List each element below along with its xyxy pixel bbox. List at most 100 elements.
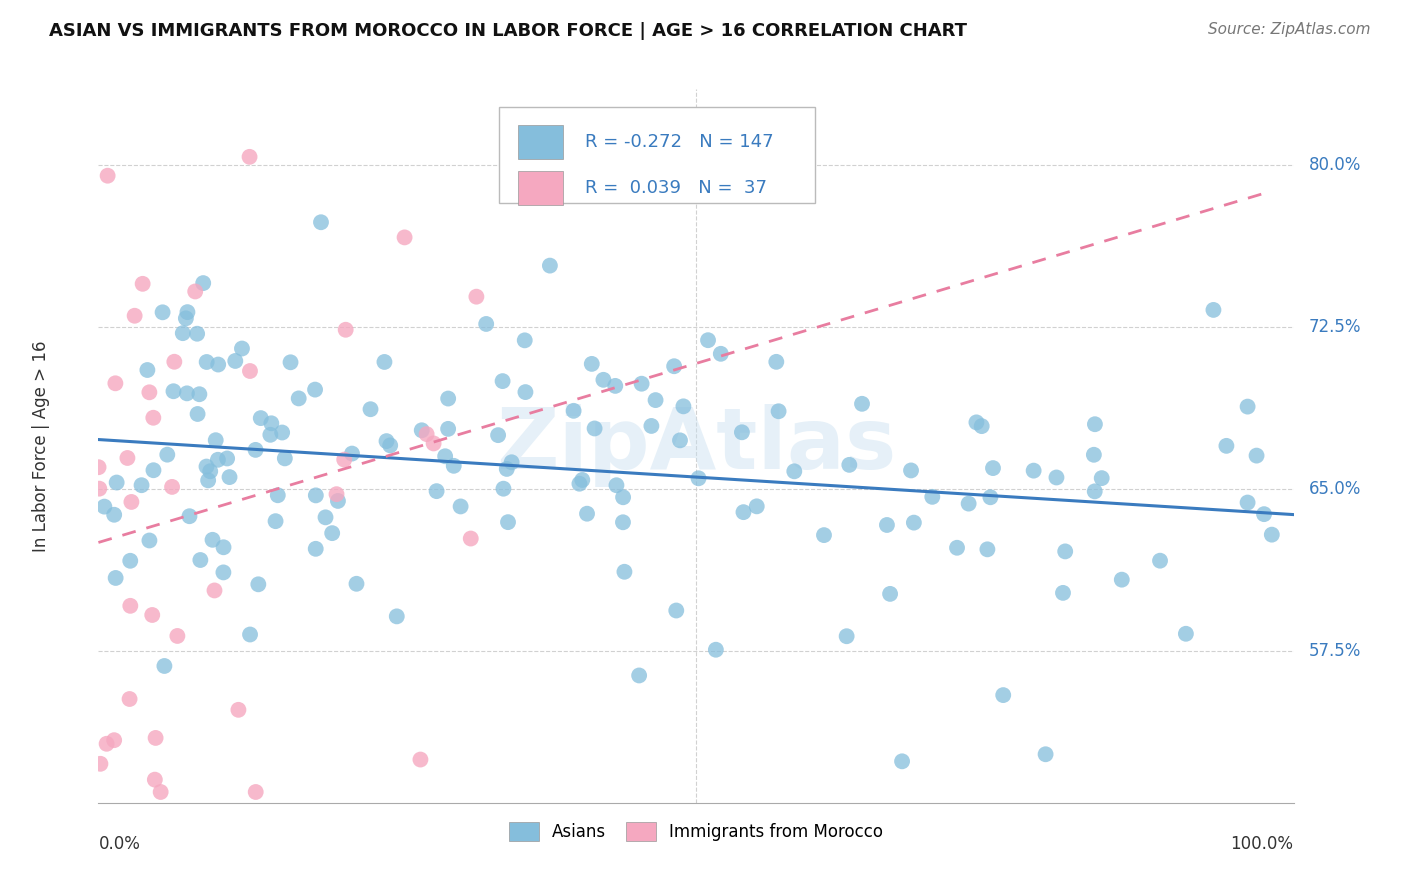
FancyBboxPatch shape — [517, 125, 564, 159]
Point — [710, 347, 733, 361]
Point — [204, 583, 226, 598]
Point — [217, 451, 239, 466]
Point — [415, 427, 437, 442]
Point — [89, 756, 111, 771]
Point — [612, 490, 634, 504]
Point — [149, 785, 172, 799]
Point — [1111, 573, 1133, 587]
Point — [981, 461, 1004, 475]
Point — [152, 305, 174, 319]
Point — [475, 317, 498, 331]
Point — [360, 402, 382, 417]
Point — [571, 473, 593, 487]
Point — [162, 384, 184, 399]
Point — [207, 358, 229, 372]
Point — [496, 515, 519, 529]
Point — [143, 772, 166, 787]
Point — [900, 463, 922, 477]
Point — [1045, 470, 1067, 484]
Point — [731, 425, 754, 440]
Point — [704, 642, 727, 657]
Point — [287, 392, 309, 406]
Point — [486, 428, 509, 442]
Point — [304, 383, 326, 397]
Text: ASIAN VS IMMIGRANTS FROM MOROCCO IN LABOR FORCE | AGE > 16 CORRELATION CHART: ASIAN VS IMMIGRANTS FROM MOROCCO IN LABO… — [49, 22, 967, 40]
Point — [212, 541, 235, 555]
Point — [688, 471, 710, 485]
Point — [131, 277, 153, 291]
Point — [628, 668, 651, 682]
Point — [1246, 449, 1268, 463]
Point — [228, 703, 250, 717]
Point — [630, 376, 652, 391]
Point — [195, 355, 218, 369]
Point — [260, 417, 283, 431]
Point — [946, 541, 969, 555]
Point — [1084, 484, 1107, 499]
Text: 65.0%: 65.0% — [1309, 480, 1361, 499]
Point — [120, 495, 142, 509]
Point — [321, 526, 343, 541]
Point — [976, 542, 998, 557]
FancyBboxPatch shape — [499, 107, 815, 203]
Point — [965, 416, 987, 430]
Text: 80.0%: 80.0% — [1309, 156, 1361, 174]
Point — [380, 438, 402, 452]
Point — [838, 458, 860, 472]
Point — [204, 434, 226, 448]
Point — [105, 475, 128, 490]
Point — [120, 599, 142, 613]
Point — [993, 688, 1015, 702]
Point — [765, 355, 787, 369]
Point — [921, 490, 943, 504]
Text: 100.0%: 100.0% — [1230, 835, 1294, 853]
Point — [131, 478, 153, 492]
Point — [662, 359, 685, 374]
Point — [1035, 747, 1057, 762]
Point — [1091, 471, 1114, 485]
Point — [697, 333, 720, 347]
Point — [640, 419, 662, 434]
Point — [333, 452, 356, 467]
Point — [104, 571, 127, 585]
Point — [103, 508, 125, 522]
Point — [138, 385, 160, 400]
Point — [188, 553, 211, 567]
Point — [437, 392, 460, 406]
Point — [644, 393, 666, 408]
Point — [136, 363, 159, 377]
Point — [450, 500, 472, 514]
Point — [1261, 527, 1284, 541]
Point — [876, 518, 898, 533]
Point — [501, 455, 523, 469]
Text: R =  0.039   N =  37: R = 0.039 N = 37 — [585, 178, 766, 196]
Point — [1215, 439, 1237, 453]
Point — [1022, 464, 1045, 478]
Point — [267, 488, 290, 502]
Point — [145, 731, 167, 745]
Point — [373, 355, 395, 369]
Text: 72.5%: 72.5% — [1309, 318, 1361, 336]
Point — [492, 482, 515, 496]
Point — [409, 753, 432, 767]
Point — [166, 629, 188, 643]
Point — [280, 355, 302, 369]
Point — [315, 510, 337, 524]
Point — [605, 379, 627, 393]
Point — [193, 276, 215, 290]
Point — [97, 169, 120, 183]
Point — [305, 541, 328, 556]
Point — [422, 436, 444, 450]
Point — [239, 364, 262, 378]
Point — [1174, 627, 1197, 641]
Point — [783, 464, 806, 478]
Point — [200, 464, 222, 478]
Point — [271, 425, 294, 440]
Point — [385, 609, 408, 624]
Point — [495, 462, 517, 476]
Point — [443, 458, 465, 473]
Text: ZipAtlas: ZipAtlas — [496, 404, 896, 488]
Point — [879, 587, 901, 601]
Point — [124, 309, 146, 323]
Point — [835, 629, 858, 643]
